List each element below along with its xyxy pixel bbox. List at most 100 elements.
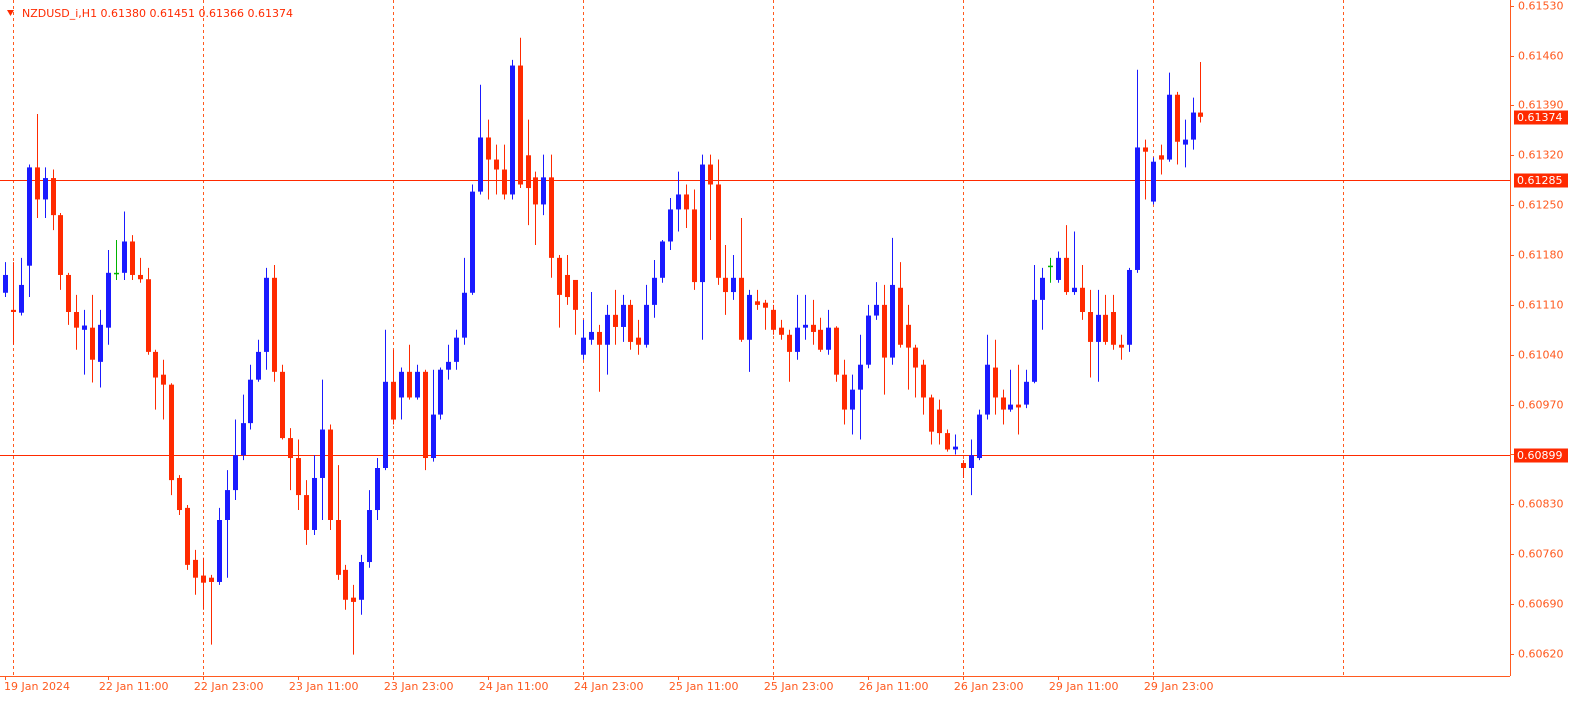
candle-body (431, 414, 436, 459)
x-tick-label: 23 Jan 23:00 (384, 680, 454, 693)
candle-body (454, 337, 459, 362)
y-tick-label: 0.61390 (1518, 99, 1564, 112)
candle-body (383, 381, 388, 468)
candle-body (1001, 397, 1006, 410)
candle-body (193, 559, 198, 578)
candle-body (771, 309, 776, 330)
candle-body (114, 272, 119, 275)
x-tick-label: 26 Jan 11:00 (859, 680, 929, 693)
price-label-box (1514, 110, 1568, 125)
x-tick-label: 25 Jan 11:00 (669, 680, 739, 693)
candle-body (518, 65, 523, 185)
candle-body (700, 164, 705, 283)
candle-body (478, 137, 483, 192)
candle-body (1167, 94, 1172, 160)
candle-body (98, 324, 103, 362)
candle-body (589, 331, 594, 340)
candle-body (58, 215, 63, 275)
candle-body (35, 167, 40, 200)
x-tick-label: 22 Jan 23:00 (194, 680, 264, 693)
candle-body (1056, 257, 1061, 280)
candle-body (1064, 257, 1069, 293)
candle-body (628, 304, 633, 342)
candle-body (723, 277, 728, 293)
candle-body (351, 597, 356, 602)
candle-body (1191, 112, 1196, 140)
candle-body (692, 209, 697, 283)
candle-body (581, 337, 586, 355)
candle-body (82, 325, 87, 330)
y-tick-label: 0.61250 (1518, 199, 1564, 212)
candle-body (185, 507, 190, 565)
y-tick-label: 0.60760 (1518, 548, 1564, 561)
candle-body (803, 324, 808, 328)
candle-body (597, 331, 602, 345)
candle-body (945, 433, 950, 450)
candle-body (11, 309, 16, 312)
candle-body (874, 304, 879, 316)
candle-body (43, 178, 48, 200)
x-tick-label: 22 Jan 11:00 (99, 680, 169, 693)
candle-body (913, 347, 918, 368)
candle-body (684, 194, 689, 210)
candle-body (130, 241, 135, 275)
candle-body (1127, 269, 1132, 345)
candle-body (1135, 147, 1140, 270)
candle-body (533, 177, 538, 205)
candle-body (937, 409, 942, 434)
candle-body (557, 257, 562, 295)
candle-body (138, 274, 143, 280)
price-label: 0.60899 (1517, 449, 1563, 462)
x-tick-label: 25 Jan 23:00 (764, 680, 834, 693)
candle-body (818, 329, 823, 350)
y-tick-label: 0.60830 (1518, 498, 1564, 511)
candle-body (739, 277, 744, 340)
candle-body (1048, 265, 1053, 268)
candle-body (320, 429, 325, 478)
candle-body (993, 367, 998, 398)
candle-body (953, 446, 958, 450)
x-tick-label: 24 Jan 11:00 (479, 680, 549, 693)
candle-body (747, 294, 752, 340)
candle-body (217, 520, 222, 582)
candle-body (415, 371, 420, 398)
candle-body (731, 277, 736, 293)
candle-body (74, 312, 79, 328)
candle-body (494, 159, 499, 170)
candle-body (763, 302, 768, 308)
y-tick-label: 0.61180 (1518, 249, 1564, 262)
price-label: 0.61285 (1517, 174, 1563, 187)
y-tick-label: 0.61530 (1518, 0, 1564, 13)
candle-body (1111, 312, 1116, 345)
candle-body (866, 315, 871, 365)
x-tick-label: 26 Jan 23:00 (954, 680, 1024, 693)
candle-body (1198, 112, 1203, 117)
candle-body (288, 438, 293, 459)
candle-body (280, 371, 285, 439)
candle-body (1008, 404, 1013, 410)
candle-body (1175, 94, 1180, 142)
candle-body (66, 274, 71, 312)
candle-body (486, 137, 491, 160)
y-tick-label: 0.61040 (1518, 349, 1564, 362)
y-tick-label: 0.60970 (1518, 399, 1564, 412)
candle-body (1143, 147, 1148, 152)
chart-title: NZDUSD_i,H1 0.61380 0.61451 0.61366 0.61… (22, 7, 293, 20)
x-tick-label: 19 Jan 2024 (4, 680, 70, 693)
candle-body (652, 277, 657, 305)
candle-body (161, 374, 166, 385)
candle-body (882, 304, 887, 358)
candle-body (296, 458, 301, 496)
candle-body (233, 455, 238, 491)
candle-body (898, 287, 903, 345)
candle-body (929, 397, 934, 432)
candle-body (890, 284, 895, 358)
candle-body (921, 364, 926, 398)
candle-body (407, 371, 412, 398)
candle-body (613, 314, 618, 327)
y-tick-label: 0.61110 (1518, 299, 1564, 312)
candle-body (312, 477, 317, 530)
y-tick-label: 0.61320 (1518, 149, 1564, 162)
candle-body (850, 389, 855, 410)
